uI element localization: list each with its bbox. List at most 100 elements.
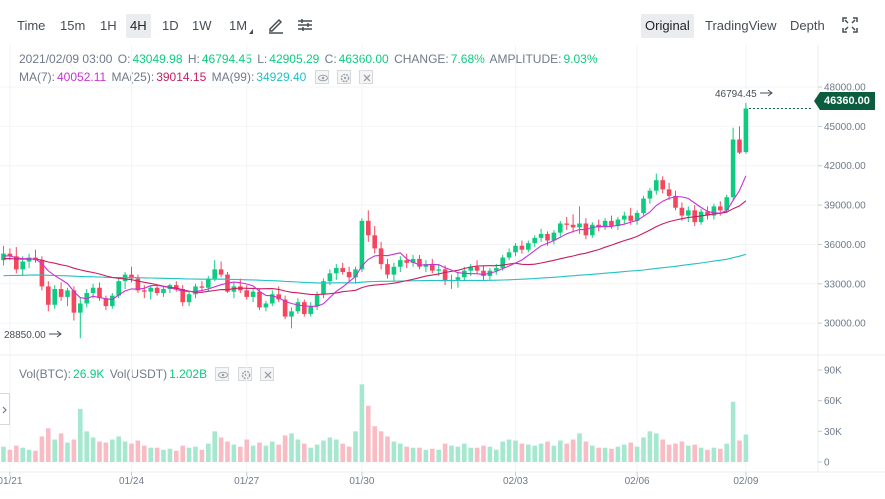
view-depth[interactable]: Depth [790, 18, 825, 33]
candle-body [500, 257, 505, 269]
candle-up [334, 264, 339, 280]
candle-body [442, 269, 448, 282]
view-original[interactable]: Original [641, 14, 694, 38]
candle-down [39, 256, 45, 291]
candle-down [404, 253, 409, 269]
time-tick-label: 01/24 [119, 476, 144, 487]
volume-bar-up [686, 445, 691, 462]
interval-time[interactable]: Time [17, 18, 46, 33]
change-label: CHANGE: [394, 52, 449, 66]
fullscreen-icon[interactable] [840, 15, 860, 35]
candle-down [14, 247, 19, 274]
candle-up [148, 285, 153, 300]
volume-bar-down [442, 443, 448, 462]
volume-panel-toggle[interactable] [0, 393, 10, 425]
interval-4h[interactable]: 4H [126, 14, 151, 38]
candle-body [609, 220, 614, 227]
vol-settings-gear-icon[interactable] [237, 367, 252, 381]
candle-up [186, 291, 192, 307]
candle-body [58, 289, 64, 297]
settings-sliders-icon[interactable] [295, 15, 315, 35]
volume-bar-down [660, 439, 665, 462]
candle-body [263, 303, 269, 308]
volume-bar-up [212, 431, 217, 462]
candlestick-chart[interactable]: 48000.00 45000.00 42000.00 39000.00 36000.00… [0, 45, 885, 499]
candle-body [538, 233, 544, 238]
vol-visibility-eye-icon[interactable] [215, 367, 230, 381]
volume-bar-down [705, 449, 710, 462]
candle-body [410, 258, 416, 263]
candle-body [724, 197, 729, 211]
candle-up [110, 292, 115, 309]
candle-body [359, 220, 365, 270]
volume-bar-up [551, 445, 557, 462]
candle-up [231, 282, 237, 299]
candle-body [660, 180, 665, 190]
low-marker: 28850.00 [4, 330, 63, 341]
ma-settings-gear-icon[interactable] [337, 70, 352, 84]
volume-bar-down [737, 440, 742, 462]
candle-body [270, 294, 275, 304]
candle-body [398, 260, 403, 267]
candle-up [410, 254, 416, 267]
volume-bar-up [634, 446, 640, 462]
candle-down [154, 285, 160, 296]
view-tradingview[interactable]: TradingView [705, 18, 777, 33]
candle-body [78, 303, 83, 313]
candle-down [302, 299, 307, 317]
volume-tick-label: 60K [824, 396, 842, 407]
volume-bar-down [519, 443, 525, 462]
interval-1d[interactable]: 1D [162, 18, 179, 33]
volume-bar-down [718, 448, 723, 462]
ma-close-icon[interactable] [359, 70, 374, 84]
candle-up [78, 298, 83, 339]
volume-bar-up [116, 436, 121, 462]
volume-bar-up [1, 446, 6, 462]
candle-down [430, 258, 435, 274]
candle-body [302, 302, 307, 314]
candle-down [180, 285, 185, 307]
ma-visibility-eye-icon[interactable] [314, 70, 329, 84]
amplitude-value: 9.03% [563, 52, 598, 66]
candle-body [532, 237, 537, 244]
candle-down [199, 281, 205, 292]
candle-up [532, 235, 537, 248]
moving-average-lines [3, 175, 747, 307]
low-value: 42905.29 [269, 52, 320, 66]
ma99-line [3, 253, 747, 284]
volume-bar-down [628, 442, 633, 462]
volume-bar-down [135, 440, 141, 462]
interval-1m[interactable]: 1M [229, 18, 248, 33]
candle-date: 2021/02/09 03:00 [19, 52, 113, 66]
ma99-value: 34929.40 [256, 70, 307, 84]
candle-down [705, 206, 710, 220]
volume-bar-up [327, 437, 333, 462]
volume-bar-down [302, 443, 307, 462]
interval-1h[interactable]: 1H [100, 18, 117, 33]
candle-up [590, 222, 595, 238]
vol-close-icon[interactable] [260, 367, 275, 381]
candle-body [314, 294, 320, 307]
volume-bar-up [436, 449, 441, 462]
candle-up [647, 188, 653, 204]
volume-bar-down [174, 450, 179, 462]
more-intervals-caret-icon[interactable] [249, 29, 253, 34]
pencil-icon[interactable] [266, 15, 286, 35]
high-label: H: [187, 52, 200, 66]
volume-bar-down [218, 437, 224, 462]
interval-1w[interactable]: 1W [192, 18, 212, 33]
volume-bar-up [270, 441, 275, 462]
interval-15m[interactable]: 15m [60, 18, 86, 33]
volume-bar-down [154, 447, 160, 462]
candle-body [602, 220, 608, 228]
arrow-right-icon [759, 89, 773, 97]
candle-down [218, 261, 224, 278]
candle-up [212, 260, 217, 282]
candle-body [346, 271, 352, 278]
candle-up [711, 203, 717, 220]
candle-down [666, 182, 672, 200]
candle-up [615, 216, 621, 231]
candle-up [602, 218, 608, 231]
candle-up [526, 240, 531, 253]
candle-up [353, 266, 358, 284]
